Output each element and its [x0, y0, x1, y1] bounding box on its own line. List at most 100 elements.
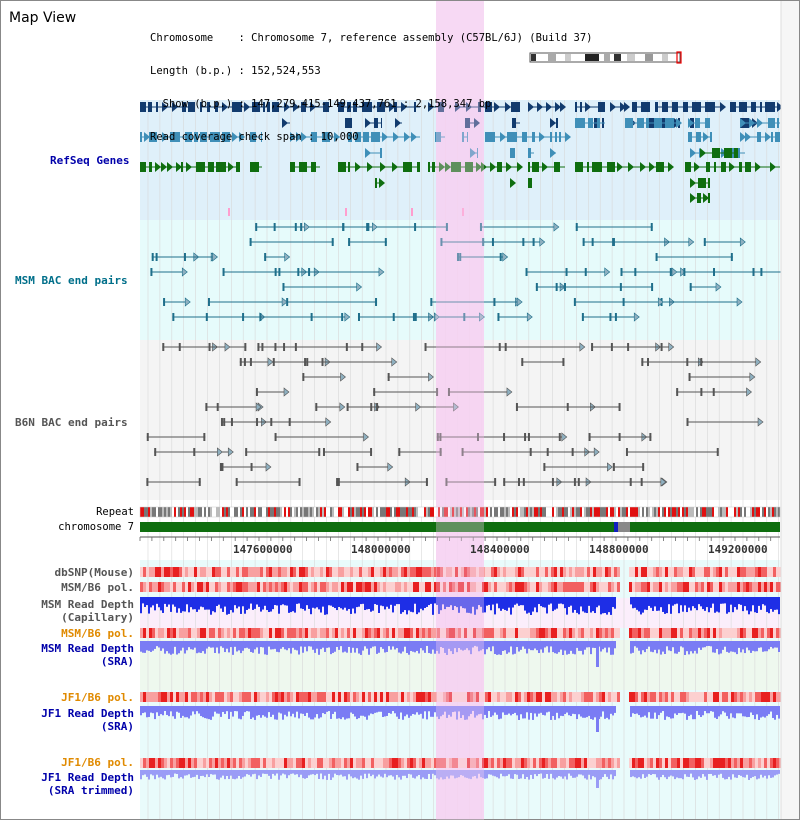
read-depth-bar	[630, 706, 632, 717]
gene-arrow	[466, 102, 472, 112]
polymorphism-cell	[314, 582, 317, 592]
track-label-msm-bac[interactable]: MSM BAC end pairs	[15, 274, 128, 287]
polymorphism-cell	[224, 692, 227, 702]
polymorphism-cell	[521, 758, 524, 768]
polymorphism-cell	[230, 758, 233, 768]
read-depth-bar	[558, 770, 560, 777]
read-depth-bar	[658, 597, 660, 611]
polymorphism-cell	[569, 582, 572, 592]
repeat-block	[472, 507, 474, 517]
track-label-refseq[interactable]: RefSeq Genes	[50, 154, 130, 167]
gene-exon	[654, 118, 662, 128]
polymorphism-cell	[209, 628, 212, 638]
read-depth-bar	[356, 597, 358, 608]
polymorphism-cell	[533, 567, 536, 577]
polymorphism-cell	[722, 692, 725, 702]
repeat-block	[402, 507, 404, 517]
polymorphism-cell	[632, 692, 635, 702]
gene-arrow	[720, 102, 726, 112]
repeat-block	[722, 507, 724, 517]
polymorphism-cell	[263, 758, 266, 768]
polymorphism-cell	[617, 758, 620, 768]
gene-arrow	[382, 132, 388, 142]
read-depth-bar	[580, 597, 582, 607]
read-depth-bar	[758, 641, 760, 648]
read-depth-bar	[762, 597, 764, 605]
read-depth-bar	[362, 770, 364, 779]
polymorphism-cell	[680, 567, 683, 577]
gene-exon	[734, 148, 738, 158]
track-label-msm-depth-sra: MSM Read Depth	[41, 642, 134, 655]
polymorphism-cell	[581, 582, 584, 592]
polymorphism-cell	[419, 692, 422, 702]
repeat-block	[540, 507, 542, 517]
repeat-block	[234, 507, 236, 517]
read-depth-bar	[292, 641, 294, 648]
read-depth-bar	[538, 706, 540, 714]
polymorphism-cell	[434, 692, 437, 702]
read-depth-bar	[416, 770, 418, 777]
polymorphism-cell	[551, 628, 554, 638]
read-depth-bar	[644, 706, 646, 716]
bac-end	[730, 253, 733, 261]
gene-exon	[688, 132, 692, 142]
polymorphism-cell	[254, 692, 257, 702]
bac-end	[216, 403, 219, 411]
bac-arrow	[715, 282, 722, 292]
read-depth-bar	[556, 706, 558, 713]
polymorphism-cell	[734, 692, 737, 702]
polymorphism-cell	[755, 758, 758, 768]
read-depth-bar	[476, 706, 478, 716]
read-depth-bar	[210, 597, 212, 615]
read-depth-bar	[264, 641, 266, 655]
polymorphism-cell	[206, 582, 209, 592]
read-depth-bar	[272, 706, 274, 715]
polymorphism-cell	[152, 692, 155, 702]
polymorphism-cell	[539, 758, 542, 768]
polymorphism-cell	[737, 758, 740, 768]
read-depth-bar	[704, 706, 706, 712]
read-depth-bar	[390, 597, 392, 605]
bac-end	[398, 448, 401, 456]
polymorphism-cell	[392, 567, 395, 577]
read-depth-bar	[348, 641, 350, 647]
read-depth-bar	[226, 641, 228, 649]
read-depth-bar	[180, 706, 182, 718]
bac-arrow	[736, 297, 743, 307]
read-depth-bar	[708, 597, 710, 613]
polymorphism-cell	[323, 692, 326, 702]
repeat-block	[302, 507, 304, 517]
polymorphism-cell	[398, 628, 401, 638]
polymorphism-cell	[671, 628, 674, 638]
read-depth-bar	[268, 597, 270, 613]
gene-arrow	[690, 148, 696, 158]
gene-arrow	[296, 132, 302, 142]
read-depth-bar	[702, 770, 704, 775]
repeat-block	[172, 507, 174, 517]
polymorphism-cell	[275, 582, 278, 592]
polymorphism-cell	[665, 628, 668, 638]
polymorphism-cell	[533, 692, 536, 702]
polymorphism-cell	[671, 567, 674, 577]
read-depth-bar	[352, 770, 354, 779]
gene-exon	[263, 102, 265, 112]
read-depth-bar	[284, 641, 286, 650]
polymorphism-cell	[359, 567, 362, 577]
gene-exon	[592, 162, 602, 172]
repeat-block	[624, 507, 626, 517]
read-depth-bar	[186, 597, 188, 605]
repeat-block	[176, 507, 178, 517]
read-depth-bar	[170, 597, 172, 612]
read-depth-bar	[340, 770, 342, 775]
polymorphism-cell	[290, 692, 293, 702]
read-depth-bar	[248, 641, 250, 649]
read-depth-bar	[414, 597, 416, 604]
track-label-b6n-bac[interactable]: B6N BAC end pairs	[15, 416, 128, 429]
polymorphism-cell	[314, 567, 317, 577]
polymorphism-cell	[557, 582, 560, 592]
read-depth-bar	[530, 641, 532, 651]
read-depth-bar	[772, 706, 774, 718]
bac-end	[676, 388, 679, 396]
polymorphism-cell	[431, 567, 434, 577]
read-depth-bar	[470, 597, 472, 614]
